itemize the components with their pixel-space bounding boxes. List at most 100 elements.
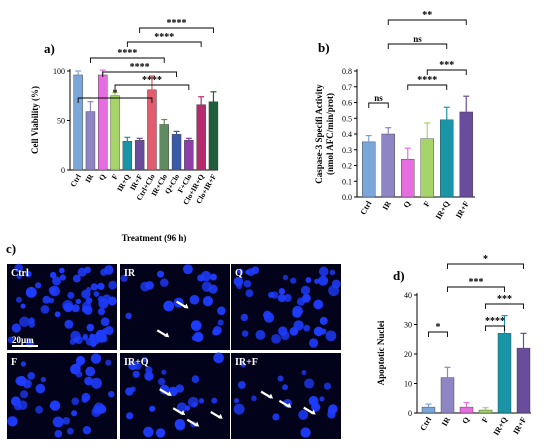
nucleus [86, 323, 95, 332]
nucleus [241, 330, 249, 337]
nucleus [155, 428, 166, 438]
nucleus [143, 426, 154, 438]
nucleus [319, 396, 325, 402]
arrow-head [180, 410, 186, 416]
nucleus [107, 296, 117, 306]
arrow-head [166, 391, 172, 397]
nucleus [49, 403, 55, 409]
nucleus [217, 306, 226, 315]
micrograph-label: Ctrl [11, 268, 29, 279]
nucleus [58, 267, 65, 274]
nucleus [255, 329, 266, 340]
nucleus [104, 265, 114, 275]
category-label-b: IR+Q [434, 200, 452, 222]
y-tick-label-b: 0.7 [342, 83, 352, 92]
nucleus [97, 308, 106, 316]
micrograph-label: IR+Q [124, 357, 149, 368]
nucleus [59, 274, 67, 281]
category-label-b: IR+F [454, 199, 471, 219]
nucleus [71, 397, 80, 406]
nucleus [54, 311, 61, 318]
nucleus [97, 295, 105, 303]
nucleus [280, 331, 290, 341]
arrow-head [164, 332, 170, 338]
panel-label-a: a) [44, 41, 55, 56]
nucleus [128, 360, 138, 371]
nucleus [233, 403, 245, 415]
bar-d [459, 406, 474, 414]
nucleus [159, 384, 170, 395]
nucleus [189, 294, 200, 305]
significance-bracket-a [102, 71, 177, 77]
nucleus [303, 324, 311, 332]
nucleus [145, 281, 154, 290]
nucleus [35, 405, 43, 414]
y-tick-label-b: 0.4 [342, 130, 352, 139]
nucleus [318, 266, 329, 277]
significance-label-b: ns [374, 93, 383, 103]
significance-bracket-d [485, 325, 505, 331]
significance-label-a: **** [117, 48, 137, 59]
nucleus [14, 263, 24, 273]
nucleus [320, 328, 327, 335]
nucleus [184, 405, 191, 411]
nucleus [85, 366, 96, 377]
bar-d [440, 377, 455, 414]
significance-bracket-b [387, 19, 467, 25]
nucleus [327, 410, 336, 419]
micrograph-label: IR+F [235, 357, 258, 368]
y-axis-label-a: Cell Viability (%) [30, 86, 40, 154]
arrow-head [183, 303, 189, 309]
significance-label-a: **** [167, 18, 187, 29]
nucleus [201, 281, 213, 292]
nucleus [300, 285, 311, 295]
significance-label-d: **** [485, 316, 505, 327]
nucleus [329, 269, 336, 276]
bar-a [196, 104, 206, 171]
category-label-b: Q [402, 200, 413, 210]
nucleus [296, 297, 306, 306]
y-tick-label-b: 0.1 [342, 177, 352, 186]
significance-label-d: *** [469, 277, 484, 288]
y-tick-label-d: 30 [404, 321, 412, 330]
nucleus [158, 377, 166, 386]
nucleus [84, 266, 91, 274]
nucleus [66, 427, 74, 435]
category-label-d: IR [440, 415, 452, 427]
nucleus [100, 317, 110, 327]
nucleus [120, 274, 128, 282]
significance-label-a: **** [142, 75, 162, 86]
nucleus [305, 277, 312, 283]
y-tick-label-d: 10 [404, 380, 412, 389]
significance-bracket-a [90, 57, 165, 63]
significance-bracket-d [485, 303, 524, 309]
category-label-a: Q [97, 172, 108, 182]
significance-label-b: ** [422, 10, 432, 21]
nucleus [210, 273, 217, 281]
nucleus [90, 353, 102, 364]
nucleus [237, 381, 246, 389]
scale-bar-label: 20µm [12, 335, 34, 345]
nucleus [71, 304, 80, 313]
nucleus [301, 370, 307, 376]
nucleus [163, 300, 175, 312]
y-tick-label-b: 0.6 [342, 99, 352, 108]
category-label-a: IR [83, 172, 95, 184]
nucleus [243, 280, 252, 288]
significance-bracket-d [428, 331, 448, 337]
nucleus [323, 382, 332, 390]
nucleus [52, 416, 64, 428]
panel-label-c: c) [6, 241, 16, 256]
bar-a [110, 95, 120, 171]
nucleus [328, 285, 340, 297]
arrow-head [310, 409, 316, 415]
nucleus [42, 295, 51, 304]
bar-a [98, 74, 108, 171]
bar-d [478, 409, 493, 414]
significance-bracket-a [139, 27, 214, 33]
nucleus [20, 303, 26, 309]
significance-bracket-d [447, 263, 524, 269]
category-label-a: F [110, 172, 120, 181]
nucleus [161, 369, 167, 375]
significance-label-d: *** [497, 294, 512, 305]
